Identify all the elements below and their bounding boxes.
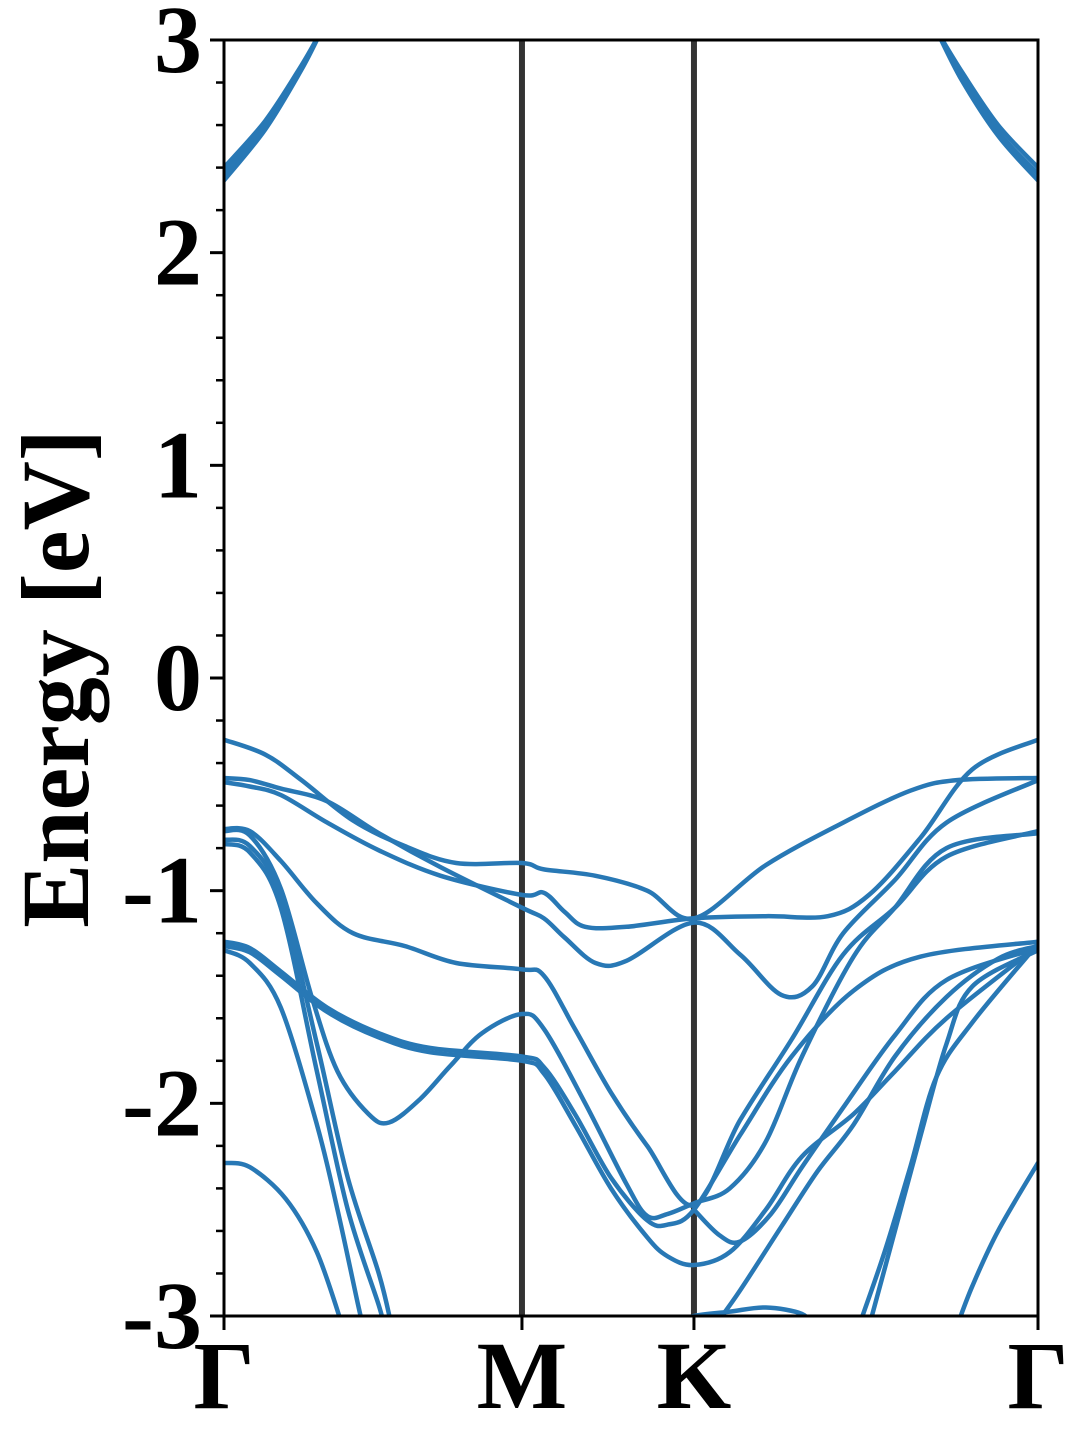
band-line [224,827,1038,1221]
high-symmetry-lines [518,40,697,1316]
x-tick-label: M [477,1322,568,1429]
y-axis-label-text: Energy [eV] [1,428,109,928]
band-line [224,837,392,1316]
y-tick-label: -3 [122,1262,202,1369]
y-axis-ticks: 3 2 1 0 -1 -2 -3 [122,0,224,1369]
band-line [224,775,1038,1000]
y-tick-label: 2 [154,199,202,306]
x-tick-label: Γ [193,1322,254,1429]
band-line [224,939,1038,1229]
band-line [860,941,1038,1316]
band-line [224,40,319,170]
band-line [869,947,1038,1316]
band-line [719,943,1038,1316]
band-line [691,945,1038,1246]
x-tick-label: Γ [1007,1322,1068,1429]
band-line [224,737,1038,931]
y-axis-label: Energy [eV] [0,40,110,1316]
y-tick-label: 0 [154,624,202,731]
y-tick-label: -1 [122,837,202,944]
y-tick-label: 1 [154,411,202,518]
band-line [958,1160,1038,1316]
bands [224,40,1038,1316]
band-line [224,947,363,1316]
band-line [224,841,385,1316]
band-line [224,943,1038,1268]
band-line [224,40,320,183]
band-line [224,825,1038,1208]
band-line [939,40,1038,170]
band-line [224,1160,342,1316]
x-tick-label: K [657,1322,732,1429]
band-line [224,737,1038,921]
band-line [938,40,1038,183]
y-tick-label: 3 [154,0,202,93]
y-tick-label: -2 [122,1049,202,1156]
